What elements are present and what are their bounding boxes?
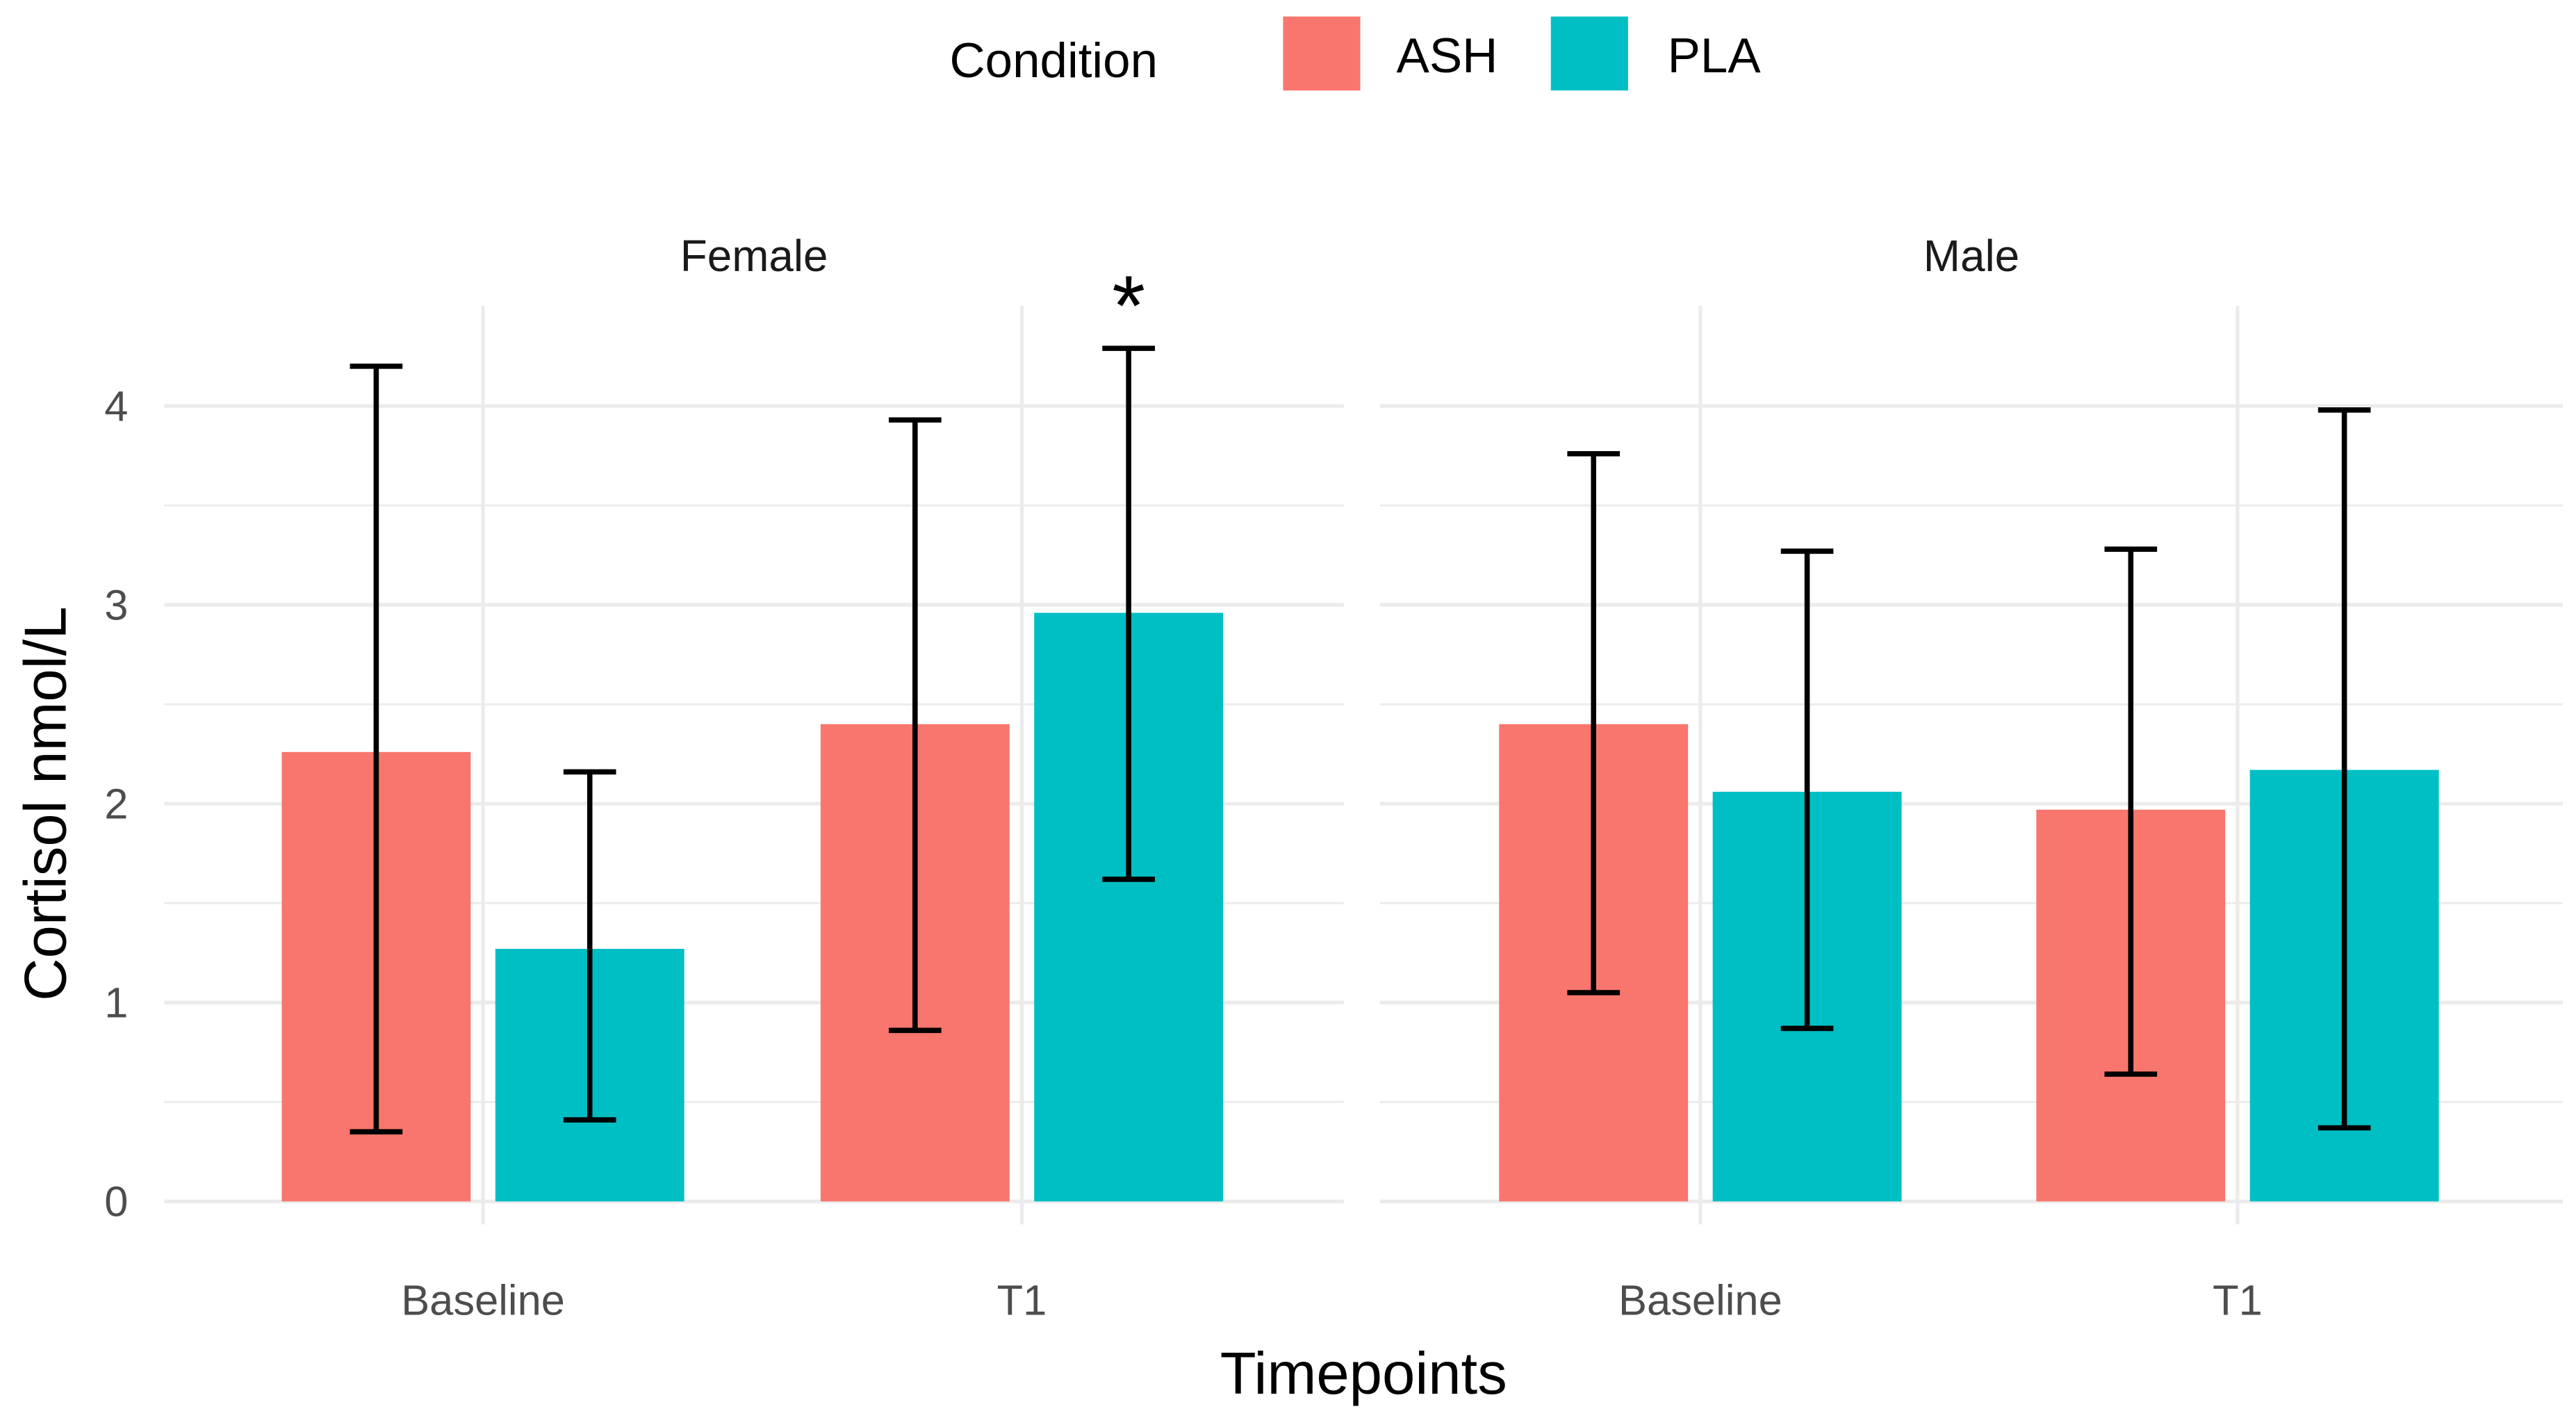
- significance-annotation: *: [1112, 259, 1145, 354]
- plot-area: 0 1 2 3 4 Female Baseline T1 * Male Baseline T1: [104, 231, 2563, 1324]
- y-tick-label: 1: [104, 979, 128, 1027]
- legend-swatch-ash: [1283, 16, 1361, 91]
- y-tick-label: 2: [104, 780, 128, 828]
- legend-label-pla: PLA: [1668, 28, 1762, 83]
- legend-swatch-pla: [1550, 16, 1628, 91]
- x-tick-label: Baseline: [401, 1276, 565, 1324]
- y-tick-label: 4: [104, 382, 128, 430]
- x-tick-label: Baseline: [1618, 1276, 1782, 1324]
- x-tick-label: T1: [2213, 1276, 2263, 1324]
- x-tick-label: T1: [997, 1276, 1047, 1324]
- y-tick-label: 3: [104, 581, 128, 629]
- x-axis-title: Timepoints: [1220, 1341, 1507, 1407]
- y-tick-label: 0: [104, 1178, 128, 1226]
- legend-title: Condition: [949, 33, 1158, 88]
- legend-label-ash: ASH: [1397, 28, 1498, 83]
- panel-strip-label: Female: [680, 231, 828, 281]
- y-axis-title: Cortisol nmol/L: [13, 606, 79, 1001]
- legend: Condition ASH PLA: [949, 16, 1762, 91]
- panel-strip-label: Male: [1923, 231, 2019, 281]
